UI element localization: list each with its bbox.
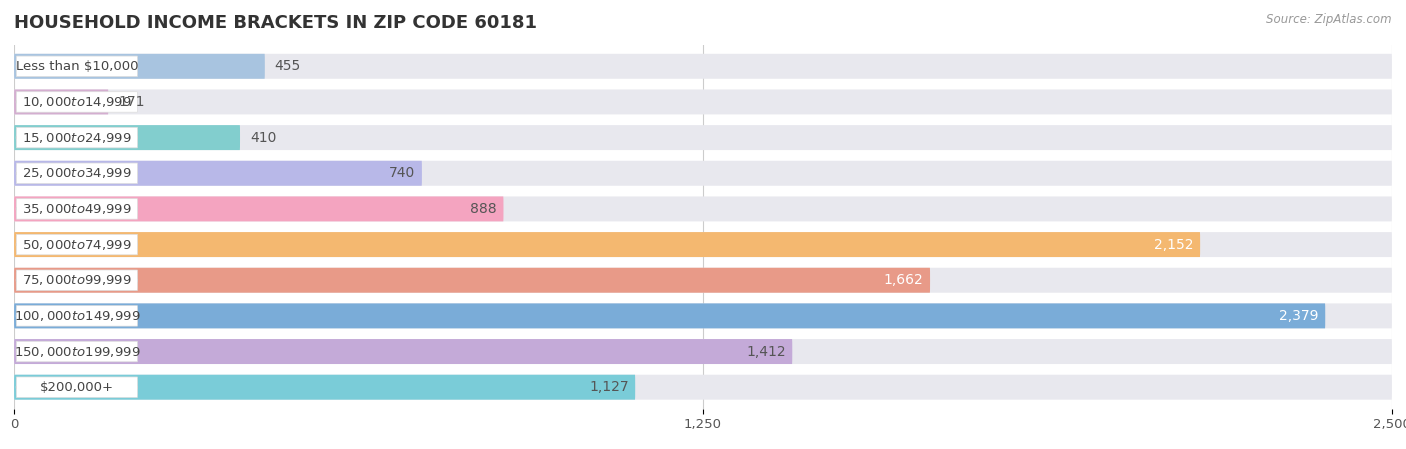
FancyBboxPatch shape [17,56,138,76]
FancyBboxPatch shape [14,304,1326,328]
FancyBboxPatch shape [17,163,138,184]
Text: 171: 171 [118,95,145,109]
FancyBboxPatch shape [17,234,138,255]
FancyBboxPatch shape [14,161,1392,186]
Text: 1,412: 1,412 [747,344,786,359]
Text: 2,152: 2,152 [1154,238,1194,251]
FancyBboxPatch shape [14,339,1392,364]
FancyBboxPatch shape [14,232,1392,257]
FancyBboxPatch shape [14,232,1201,257]
Text: 410: 410 [250,131,277,145]
FancyBboxPatch shape [14,196,503,221]
Text: $150,000 to $199,999: $150,000 to $199,999 [14,344,141,359]
Text: $100,000 to $149,999: $100,000 to $149,999 [14,309,141,323]
FancyBboxPatch shape [14,268,931,293]
FancyBboxPatch shape [14,161,422,186]
FancyBboxPatch shape [14,54,1392,79]
Text: $10,000 to $14,999: $10,000 to $14,999 [22,95,132,109]
FancyBboxPatch shape [14,89,1392,114]
Text: Source: ZipAtlas.com: Source: ZipAtlas.com [1267,13,1392,26]
FancyBboxPatch shape [17,306,138,326]
Text: 1,127: 1,127 [589,380,628,394]
FancyBboxPatch shape [14,339,793,364]
FancyBboxPatch shape [14,125,1392,150]
Text: 455: 455 [274,59,301,73]
FancyBboxPatch shape [17,377,138,397]
FancyBboxPatch shape [17,199,138,219]
Text: HOUSEHOLD INCOME BRACKETS IN ZIP CODE 60181: HOUSEHOLD INCOME BRACKETS IN ZIP CODE 60… [14,14,537,32]
FancyBboxPatch shape [17,341,138,362]
FancyBboxPatch shape [14,304,1392,328]
FancyBboxPatch shape [17,128,138,148]
FancyBboxPatch shape [14,196,1392,221]
FancyBboxPatch shape [14,268,1392,293]
Text: $200,000+: $200,000+ [39,381,114,394]
FancyBboxPatch shape [17,270,138,291]
Text: $50,000 to $74,999: $50,000 to $74,999 [22,238,132,251]
FancyBboxPatch shape [14,89,108,114]
Text: $75,000 to $99,999: $75,000 to $99,999 [22,273,132,287]
FancyBboxPatch shape [14,375,1392,400]
FancyBboxPatch shape [14,125,240,150]
FancyBboxPatch shape [14,54,264,79]
FancyBboxPatch shape [14,375,636,400]
Text: $25,000 to $34,999: $25,000 to $34,999 [22,166,132,180]
FancyBboxPatch shape [17,92,138,112]
Text: $15,000 to $24,999: $15,000 to $24,999 [22,131,132,145]
Text: 1,662: 1,662 [884,273,924,287]
Text: $35,000 to $49,999: $35,000 to $49,999 [22,202,132,216]
Text: 2,379: 2,379 [1279,309,1319,323]
Text: 888: 888 [470,202,496,216]
Text: Less than $10,000: Less than $10,000 [15,60,138,73]
Text: 740: 740 [389,166,415,180]
